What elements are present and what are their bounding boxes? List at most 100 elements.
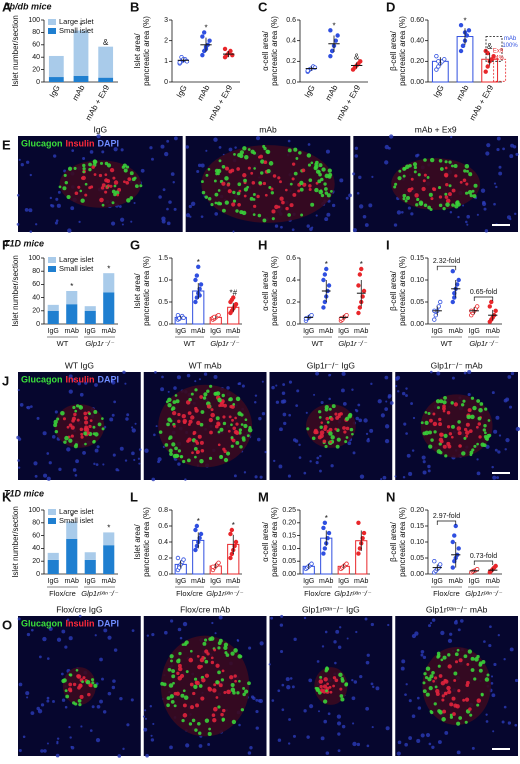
beta-cell — [193, 684, 198, 689]
nucleus — [131, 426, 134, 429]
nucleus — [184, 478, 187, 481]
alpha-cell — [235, 441, 240, 445]
bracket — [473, 296, 494, 301]
x-tick-label: IgG — [432, 578, 443, 585]
beta-cell — [437, 664, 441, 668]
alpha-cell — [82, 163, 86, 168]
data-point — [452, 533, 457, 538]
beta-cell — [109, 167, 115, 173]
nucleus — [410, 212, 414, 216]
group-label: WT — [57, 339, 69, 348]
nucleus — [259, 641, 264, 646]
alpha-cell — [468, 172, 473, 177]
alpha-cell — [485, 437, 489, 441]
nucleus — [296, 389, 300, 393]
panel-letter: I — [386, 237, 390, 252]
data-point — [438, 562, 443, 567]
nucleus — [173, 386, 177, 390]
alpha-cell — [182, 459, 186, 464]
alpha-cell — [169, 452, 173, 456]
nucleus — [133, 458, 136, 462]
beta-cell — [270, 191, 275, 195]
beta-cell — [334, 678, 339, 683]
beta-cell — [292, 192, 297, 197]
nucleus — [166, 139, 170, 143]
nucleus — [173, 136, 178, 141]
data-point — [434, 53, 439, 59]
alpha-cell — [415, 203, 419, 207]
data-point — [344, 561, 349, 566]
beta-cell — [83, 415, 88, 421]
alpha-cell — [242, 686, 246, 690]
alpha-cell — [466, 169, 469, 173]
beta-cell — [450, 401, 454, 405]
beta-cell — [204, 659, 209, 664]
beta-cell — [449, 702, 454, 707]
beta-cell — [188, 397, 192, 402]
nucleus — [226, 386, 230, 390]
data-point — [485, 50, 490, 56]
alpha-cell — [462, 399, 466, 403]
legend-label: Small islet — [59, 516, 94, 525]
alpha-cell — [205, 173, 209, 177]
beta-cell — [277, 176, 281, 180]
legend-swatch — [48, 509, 56, 515]
y-tick-label: 20 — [32, 558, 40, 565]
nucleus — [254, 394, 258, 397]
alpha-cell — [242, 146, 247, 151]
alpha-cell — [472, 405, 477, 411]
nucleus — [467, 392, 471, 397]
annotation-text: 94% — [492, 56, 505, 62]
beta-cell — [200, 410, 205, 414]
alpha-cell — [204, 195, 209, 199]
beta-cell — [251, 181, 256, 185]
nucleus — [120, 217, 125, 222]
alpha-cell — [240, 708, 245, 712]
beta-cell — [230, 423, 233, 427]
stain-label: Glucagon — [21, 618, 63, 628]
alpha-cell — [93, 684, 97, 688]
beta-cell — [200, 696, 205, 701]
alpha-cell — [293, 147, 298, 152]
data-point — [201, 30, 207, 35]
beta-cell — [444, 692, 448, 696]
nucleus — [490, 681, 494, 685]
nucleus — [144, 717, 147, 720]
nucleus — [495, 415, 500, 420]
alpha-cell — [214, 201, 218, 205]
beta-cell — [451, 696, 456, 701]
alpha-cell — [435, 399, 441, 404]
data-point — [487, 304, 492, 309]
alpha-cell — [101, 417, 104, 420]
alpha-cell — [420, 421, 424, 425]
nucleus — [306, 224, 310, 228]
alpha-cell — [209, 456, 213, 460]
beta-cell — [465, 422, 470, 427]
data-point — [356, 283, 361, 288]
nucleus — [325, 751, 330, 755]
alpha-cell — [200, 180, 204, 184]
alpha-cell — [217, 172, 220, 176]
alpha-cell — [175, 399, 180, 404]
bar-segment — [84, 552, 96, 560]
beta-cell — [319, 684, 323, 689]
nucleus — [429, 622, 433, 625]
nucleus — [282, 412, 287, 417]
alpha-cell — [53, 423, 58, 428]
x-tick-label: IgG — [469, 578, 480, 585]
alpha-cell — [431, 670, 435, 675]
nucleus — [288, 718, 291, 721]
beta-cell — [318, 416, 322, 419]
alpha-cell — [131, 177, 136, 182]
alpha-cell — [445, 202, 450, 207]
beta-cell — [446, 410, 451, 415]
nucleus — [56, 737, 60, 740]
beta-cell — [454, 660, 459, 664]
nucleus — [306, 735, 310, 739]
alpha-cell — [166, 696, 171, 701]
beta-cell — [423, 173, 427, 177]
annotation-text: mAb — [504, 36, 517, 42]
nucleus — [258, 698, 263, 704]
significance: & — [103, 38, 109, 47]
beta-cell — [87, 692, 91, 697]
